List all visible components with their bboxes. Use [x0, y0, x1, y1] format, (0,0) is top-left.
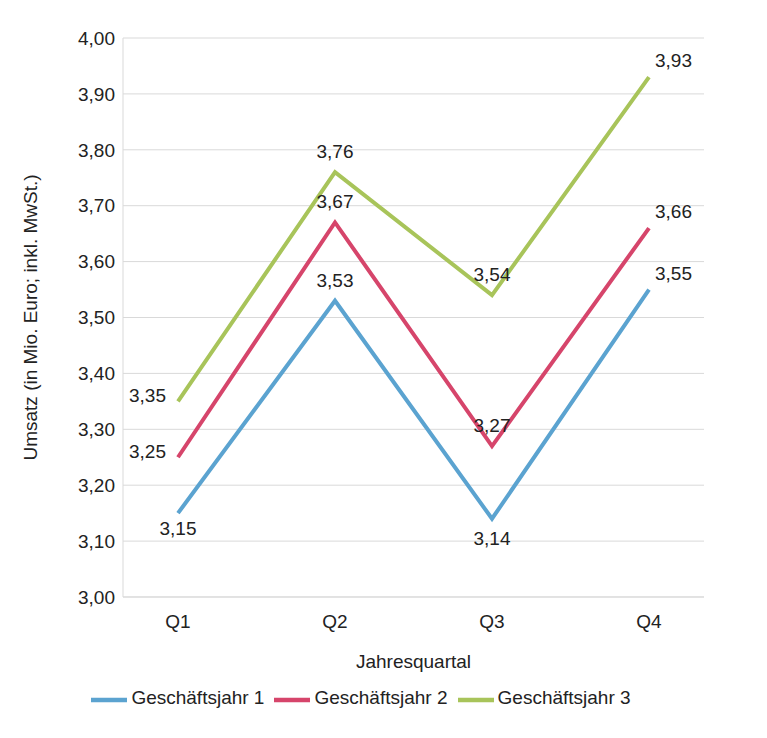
svg-text:3,40: 3,40 [78, 363, 115, 384]
svg-text:3,27: 3,27 [474, 415, 511, 436]
svg-text:3,80: 3,80 [78, 140, 115, 161]
html-text:Geschäftsjahr 3: Geschäftsjahr 3 [497, 687, 631, 709]
svg-text:3,70: 3,70 [78, 195, 115, 216]
svg-text:3,20: 3,20 [78, 475, 115, 496]
html-text:Geschäftsjahr 1: Geschäftsjahr 1 [131, 687, 265, 709]
svg-text:Umsatz (in Mio. Euro; inkl. Mw: Umsatz (in Mio. Euro; inkl. MwSt.) [20, 174, 41, 460]
svg-text:3,90: 3,90 [78, 84, 115, 105]
svg-text:3,14: 3,14 [474, 528, 511, 549]
svg-text:3,30: 3,30 [78, 419, 115, 440]
svg-text:3,76: 3,76 [317, 141, 354, 162]
svg-text:3,35: 3,35 [129, 385, 166, 406]
svg-text:3,00: 3,00 [78, 587, 115, 608]
html-text:Geschäftsjahr 2: Geschäftsjahr 2 [314, 687, 448, 709]
svg-text:Q3: Q3 [479, 611, 504, 632]
svg-text:3,60: 3,60 [78, 251, 115, 272]
svg-text:3,66: 3,66 [655, 201, 692, 222]
svg-text:3,50: 3,50 [78, 307, 115, 328]
svg-text:3,54: 3,54 [474, 264, 511, 285]
svg-text:Q1: Q1 [165, 611, 190, 632]
svg-text:3,55: 3,55 [655, 263, 692, 284]
svg-text:Q4: Q4 [636, 611, 662, 632]
svg-text:3,15: 3,15 [160, 518, 197, 539]
svg-text:3,25: 3,25 [129, 441, 166, 462]
svg-text:4,00: 4,00 [78, 28, 115, 49]
svg-text:3,10: 3,10 [78, 531, 115, 552]
svg-text:3,53: 3,53 [317, 270, 354, 291]
svg-text:Q2: Q2 [322, 611, 347, 632]
svg-text:3,67: 3,67 [317, 191, 354, 212]
svg-text:Jahresquartal: Jahresquartal [356, 651, 471, 672]
svg-text:3,93: 3,93 [655, 50, 692, 71]
